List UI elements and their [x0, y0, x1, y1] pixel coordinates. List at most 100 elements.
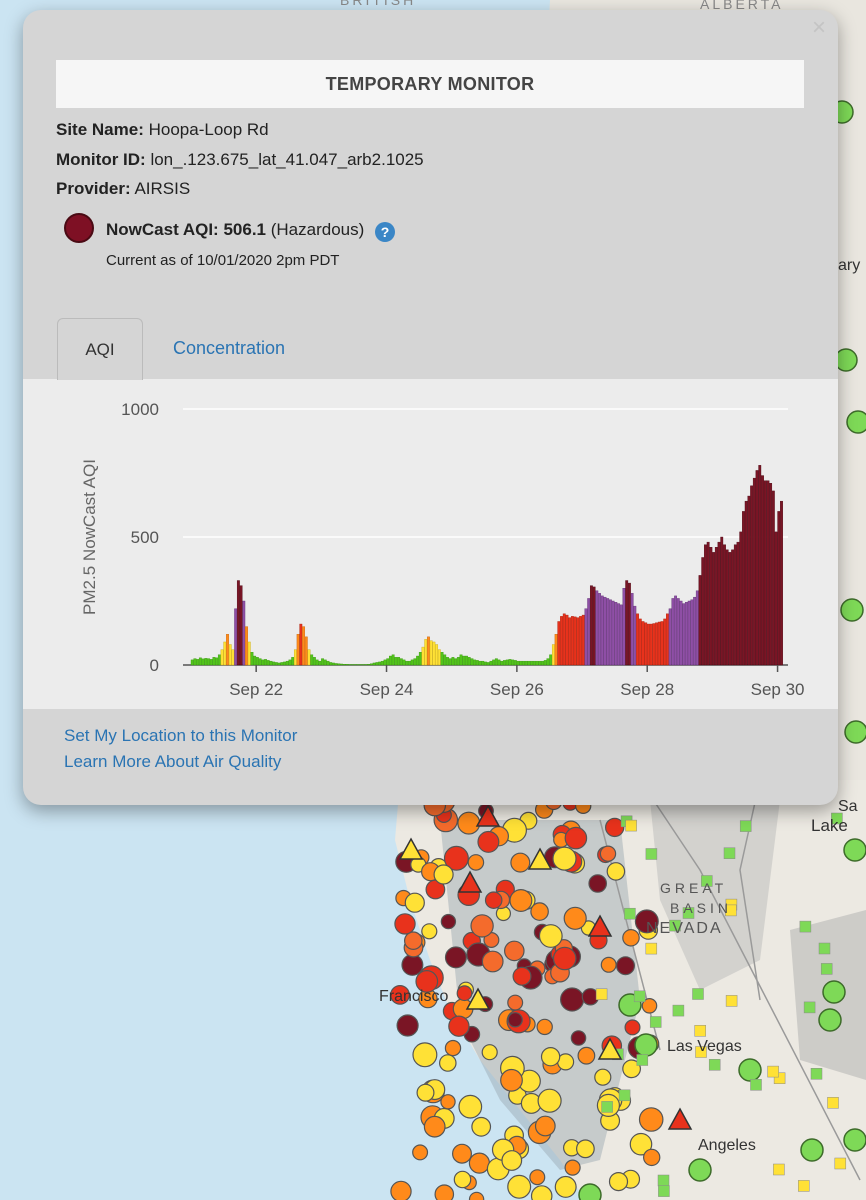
map-monitor-marker: [530, 902, 549, 921]
map-label-sa: Sa: [838, 798, 858, 815]
aqi-bar: [579, 616, 582, 666]
aqi-bar: [503, 660, 506, 666]
aqi-bar: [337, 663, 341, 666]
map-monitor-marker: [622, 928, 640, 947]
map-monitor-marker: [433, 864, 454, 885]
map-monitor-marker: [470, 914, 494, 938]
aqi-bar: [739, 531, 743, 666]
aqi-bar: [196, 659, 200, 666]
map-monitor-marker: [444, 1039, 462, 1057]
aqi-bar: [589, 585, 593, 666]
x-tick-label: Sep 30: [751, 680, 805, 699]
aqi-bar: [649, 623, 653, 666]
aqi-bar: [530, 660, 534, 666]
aqi-bar: [581, 614, 585, 666]
aqi-bar: [714, 547, 718, 666]
map-monitor-marker: [403, 931, 423, 950]
aqi-bar: [663, 618, 667, 666]
help-icon[interactable]: ?: [375, 222, 396, 242]
monitor-id-value: lon_.123.675_lat_41.047_arb2.1025: [150, 150, 424, 169]
y-tick-label: 500: [131, 528, 159, 547]
aqi-bar: [587, 598, 591, 666]
map-monitor-marker: [843, 838, 866, 862]
aqi-bar: [394, 657, 398, 666]
aqi-bar: [348, 664, 352, 666]
aqi-bar: [638, 618, 642, 666]
map-temporary-monitor-marker: [475, 804, 501, 827]
aqi-bar: [723, 544, 726, 666]
aqi-bar: [619, 604, 623, 666]
aqi-bar: [701, 557, 705, 666]
map-monitor-marker: [588, 874, 607, 893]
map-temporary-monitor-marker: [457, 870, 483, 893]
tab-concentration[interactable]: Concentration: [173, 338, 286, 358]
set-location-link[interactable]: Set My Location to this Monitor: [64, 726, 298, 745]
aqi-bar: [763, 480, 767, 666]
map-label-lake: Lake: [811, 816, 848, 835]
map-monitor-marker: [510, 852, 531, 873]
map-monitor-marker: [434, 1184, 455, 1200]
map-monitor-marker: [552, 846, 577, 871]
aqi-bar: [497, 659, 501, 666]
aqi-bar: [435, 644, 439, 666]
aqi-bar: [500, 660, 504, 666]
aqi-bar: [405, 660, 409, 666]
aqi-bar: [603, 596, 607, 666]
nowcast-value: 506.1: [223, 220, 266, 239]
aqi-bar: [698, 575, 702, 666]
tab-aqi[interactable]: AQI: [57, 318, 143, 380]
map-monitor-marker: [452, 1143, 473, 1164]
aqi-bar: [505, 659, 509, 666]
map-sensor-marker: [725, 995, 738, 1007]
aqi-bar: [451, 657, 455, 666]
map-temporary-monitor-marker: [667, 1107, 693, 1130]
aqi-bar: [644, 622, 648, 666]
aqi-bar: [774, 531, 778, 666]
aqi-bar: [652, 623, 656, 666]
aqi-bar: [207, 658, 210, 666]
aqi-bar: [318, 660, 322, 666]
aqi-bar: [511, 659, 515, 666]
map-monitor-marker: [529, 1169, 546, 1186]
aqi-bar: [630, 593, 634, 666]
aqi-bar: [538, 660, 542, 666]
aqi-bar: [481, 660, 485, 666]
map-monitor-marker: [481, 950, 504, 973]
aqi-bar: [329, 662, 333, 666]
map-temporary-monitor-marker: [465, 987, 491, 1010]
aqi-bar: [198, 657, 202, 666]
aqi-bar: [712, 552, 716, 666]
aqi-bar: [725, 549, 729, 666]
map-monitor-marker: [564, 826, 588, 850]
site-name-label: Site Name:: [56, 120, 144, 139]
aqi-bar-chart: 0 500 1000 PM2.5 NowCast AQI Sep 22 Sep 24 Sep…: [80, 400, 805, 699]
learn-more-link[interactable]: Learn More About Air Quality: [64, 752, 282, 771]
aqi-bar: [446, 657, 449, 666]
map-monitor-marker: [537, 1088, 562, 1113]
aqi-bar: [323, 659, 327, 666]
map-sensor-marker: [834, 1157, 847, 1170]
map-monitor-marker: [563, 906, 587, 930]
close-icon[interactable]: ×: [811, 14, 826, 41]
map-monitor-marker: [624, 1019, 641, 1036]
map-sensor-marker: [645, 848, 658, 860]
aqi-bar: [247, 641, 251, 666]
map-monitor-marker: [688, 1158, 712, 1182]
popup-title: TEMPORARY MONITOR: [56, 60, 804, 108]
map-sensor-marker: [618, 1089, 631, 1102]
map-monitor-marker: [615, 956, 635, 976]
map-sensor-marker: [701, 875, 713, 887]
monitor-id-row: Monitor ID: lon_.123.675_lat_41.047_arb2…: [56, 150, 424, 170]
aqi-bar: [440, 652, 444, 666]
aqi-bar: [690, 599, 694, 666]
aqi-bar: [429, 640, 433, 666]
aqi-bar: [516, 660, 520, 666]
aqi-bar: [622, 587, 626, 666]
aqi-bar: [272, 661, 276, 666]
aqi-bar: [397, 657, 401, 666]
aqi-bar: [190, 659, 194, 666]
map-monitor-marker: [484, 891, 503, 909]
map-monitor-marker: [738, 1058, 762, 1082]
aqi-bar: [427, 636, 430, 666]
map-monitor-marker: [507, 1174, 532, 1199]
